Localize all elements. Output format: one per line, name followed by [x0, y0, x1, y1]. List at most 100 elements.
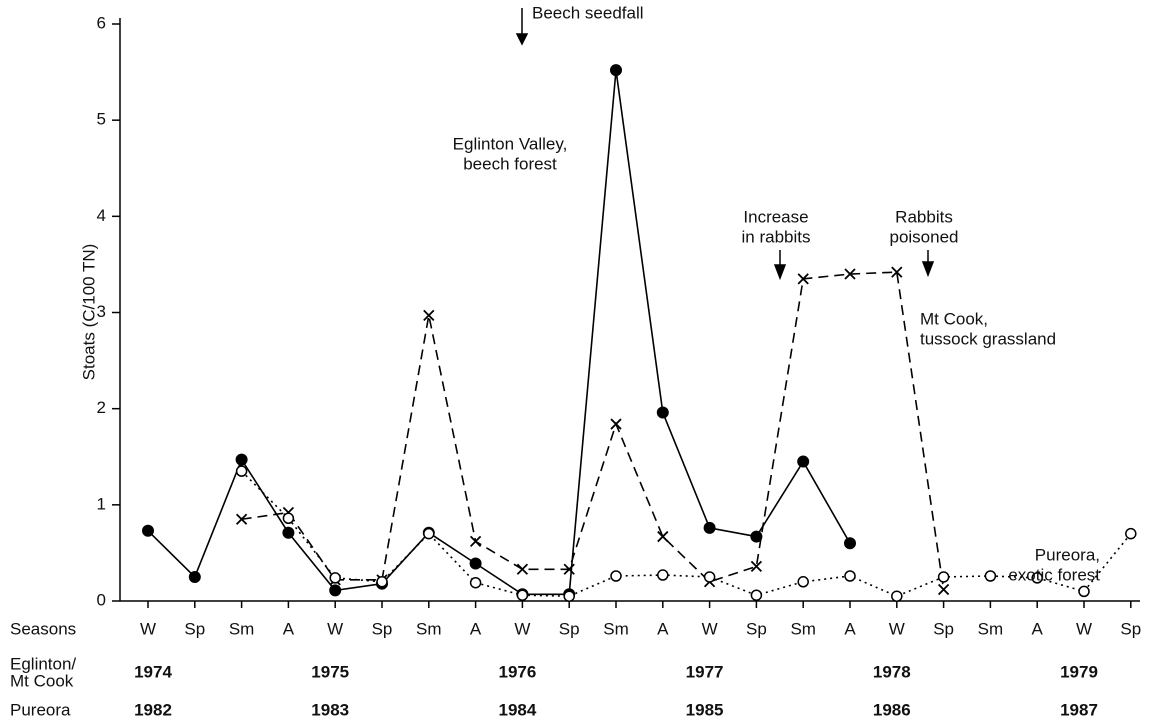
marker: [329, 584, 342, 597]
year-label: 1975: [311, 662, 349, 681]
y-tick-label: 0: [97, 590, 106, 609]
x-tick-label: Sp: [1120, 619, 1141, 638]
annotation: tussock grassland: [920, 329, 1056, 348]
annotation: Mt Cook,: [920, 309, 988, 328]
x-tick-label: W: [514, 619, 530, 638]
marker: [610, 418, 622, 430]
year-label: 1974: [134, 662, 172, 681]
marker: [844, 537, 856, 550]
y-tick-label: 3: [97, 302, 106, 321]
x-tick-label: A: [470, 619, 482, 638]
marker: [516, 589, 529, 601]
marker: [235, 513, 248, 525]
marker: [423, 527, 435, 540]
year-label: 1982: [134, 700, 172, 719]
row-label: Pureora: [10, 700, 71, 719]
series-line: [241, 271, 945, 590]
marker: [563, 590, 575, 602]
marker: [423, 309, 435, 322]
row-label: Mt Cook: [10, 671, 74, 690]
annotation: Increase: [743, 207, 808, 226]
marker: [797, 576, 809, 588]
marker: [657, 569, 669, 581]
x-tick-label: A: [1032, 619, 1044, 638]
x-tick-label: Sp: [746, 619, 767, 638]
x-tick-label: A: [844, 619, 856, 638]
x-tick-label: Sp: [559, 619, 580, 638]
year-label: 1978: [873, 662, 911, 681]
x-tick-label: W: [327, 619, 343, 638]
marker: [750, 589, 763, 601]
marker: [610, 64, 622, 77]
marker: [282, 526, 295, 539]
annotation: beech forest: [463, 154, 557, 173]
x-tick-label: Sm: [603, 619, 629, 638]
marker: [469, 576, 482, 589]
x-tick-label: Sp: [184, 619, 205, 638]
y-tick-label: 6: [97, 13, 106, 32]
x-tick-label: Sm: [229, 619, 255, 638]
marker: [1031, 572, 1043, 584]
marker: [1078, 585, 1090, 598]
x-tick-label: W: [702, 619, 718, 638]
marker: [891, 266, 903, 278]
x-tick-label: Sp: [933, 619, 954, 638]
marker: [142, 524, 154, 537]
y-tick-label: 4: [97, 206, 106, 225]
year-label: 1987: [1060, 700, 1098, 719]
marker: [376, 576, 388, 588]
marker: [937, 571, 950, 583]
y-tick-label: 2: [97, 398, 106, 417]
marker: [657, 530, 669, 543]
marker: [469, 535, 482, 548]
x-tick-label: W: [1076, 619, 1092, 638]
x-tick-label: W: [140, 619, 156, 638]
marker: [844, 570, 856, 582]
annotation: exotic forest: [1008, 565, 1100, 584]
marker: [750, 530, 763, 543]
row-label: Eglinton/: [10, 654, 76, 673]
marker: [329, 572, 341, 584]
marker: [1125, 527, 1137, 540]
marker: [610, 570, 622, 582]
marker: [469, 557, 482, 570]
year-label: 1984: [498, 700, 536, 719]
x-tick-label: W: [889, 619, 905, 638]
row-label: Seasons: [10, 619, 76, 638]
marker: [516, 563, 529, 575]
x-tick-label: A: [657, 619, 669, 638]
x-tick-label: Sp: [372, 619, 393, 638]
x-tick-label: Sm: [416, 619, 442, 638]
annotation: Rabbits: [895, 207, 953, 226]
year-label: 1983: [311, 700, 349, 719]
annotation: Eglinton Valley,: [453, 134, 568, 153]
marker: [844, 268, 856, 280]
year-label: 1979: [1060, 662, 1098, 681]
marker: [188, 570, 201, 583]
annotation: Pureora,: [1035, 545, 1100, 564]
year-label: 1985: [686, 700, 724, 719]
y-tick-label: 5: [97, 110, 106, 129]
marker: [282, 512, 295, 525]
annotation: poisoned: [889, 227, 958, 246]
x-tick-label: A: [283, 619, 295, 638]
annotation: Beech seedfall: [532, 3, 644, 22]
marker: [937, 583, 950, 596]
marker: [656, 406, 669, 419]
marker: [797, 455, 810, 468]
y-axis-label: Stoats (C/100 TN): [79, 244, 98, 381]
annotation: in rabbits: [742, 227, 811, 246]
marker: [563, 563, 575, 575]
y-tick-label: 1: [97, 494, 106, 513]
marker: [235, 453, 248, 466]
arrows: [515, 8, 935, 281]
marker: [750, 560, 763, 573]
year-label: 1986: [873, 700, 911, 719]
x-tick-label: Sm: [978, 619, 1004, 638]
year-label: 1976: [498, 662, 536, 681]
marker: [984, 570, 997, 582]
marker: [797, 273, 809, 285]
year-label: 1977: [686, 662, 724, 681]
series-line: [241, 470, 1132, 598]
